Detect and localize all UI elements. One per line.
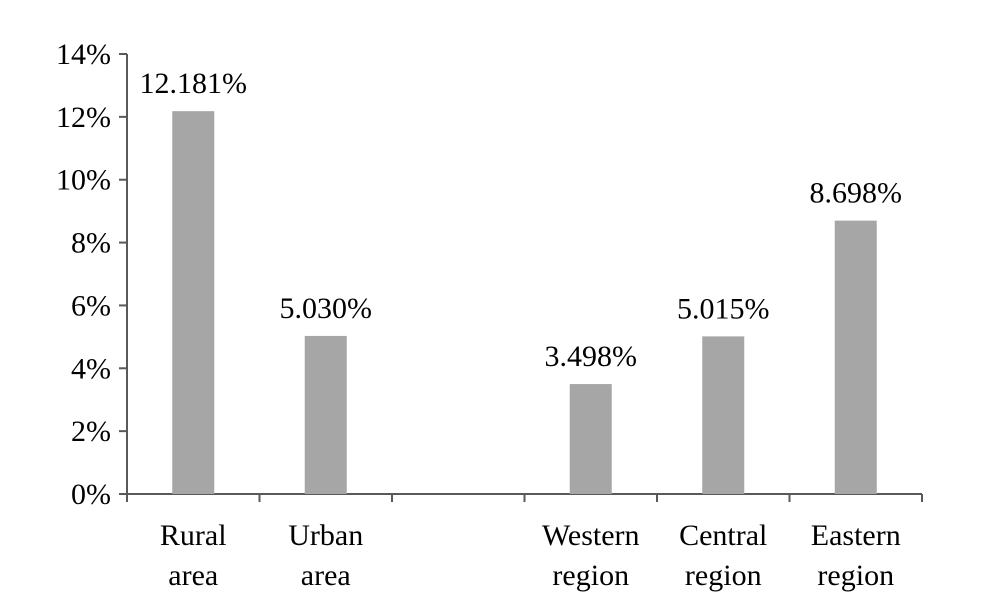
bar — [172, 111, 215, 494]
y-tick-label: 0% — [71, 478, 111, 511]
bar — [834, 220, 877, 495]
chart-axes — [126, 54, 923, 502]
y-tick-label: 2% — [71, 415, 111, 448]
y-tick-label: 4% — [71, 352, 111, 385]
y-tick-label: 14% — [56, 38, 111, 71]
x-category-label: region — [685, 559, 762, 592]
bar — [304, 335, 347, 494]
x-category-label: region — [552, 559, 629, 592]
y-tick-label: 8% — [71, 227, 111, 260]
data-label: 3.498% — [545, 340, 638, 373]
data-label: 5.015% — [677, 292, 770, 325]
data-label: 8.698% — [810, 177, 903, 210]
x-category-label: region — [817, 559, 894, 592]
data-label: 5.030% — [280, 292, 373, 325]
x-category-label: Western — [542, 519, 640, 552]
x-category-label: Rural — [160, 519, 227, 552]
y-tick-label: 12% — [56, 101, 111, 134]
x-axis-labels: Rural area Urban area Western region Central re… — [160, 519, 901, 592]
x-category-label: area — [168, 559, 218, 592]
data-label: 12.181% — [140, 67, 248, 100]
y-axis-ticks: 0% 2% 4% 6% 8% 10% 12% 14% — [56, 38, 127, 511]
chart-bars — [172, 111, 877, 495]
y-tick-label: 6% — [71, 289, 111, 322]
x-category-label: Eastern — [811, 519, 901, 552]
x-category-label: Urban — [288, 519, 363, 552]
bar — [569, 384, 612, 494]
x-category-label: area — [301, 559, 351, 592]
y-tick-label: 10% — [56, 164, 111, 197]
x-category-label: Central — [679, 519, 767, 552]
bar — [702, 336, 745, 494]
data-labels: 12.181% 5.030% 3.498% 5.015% 8.698% — [140, 67, 903, 373]
